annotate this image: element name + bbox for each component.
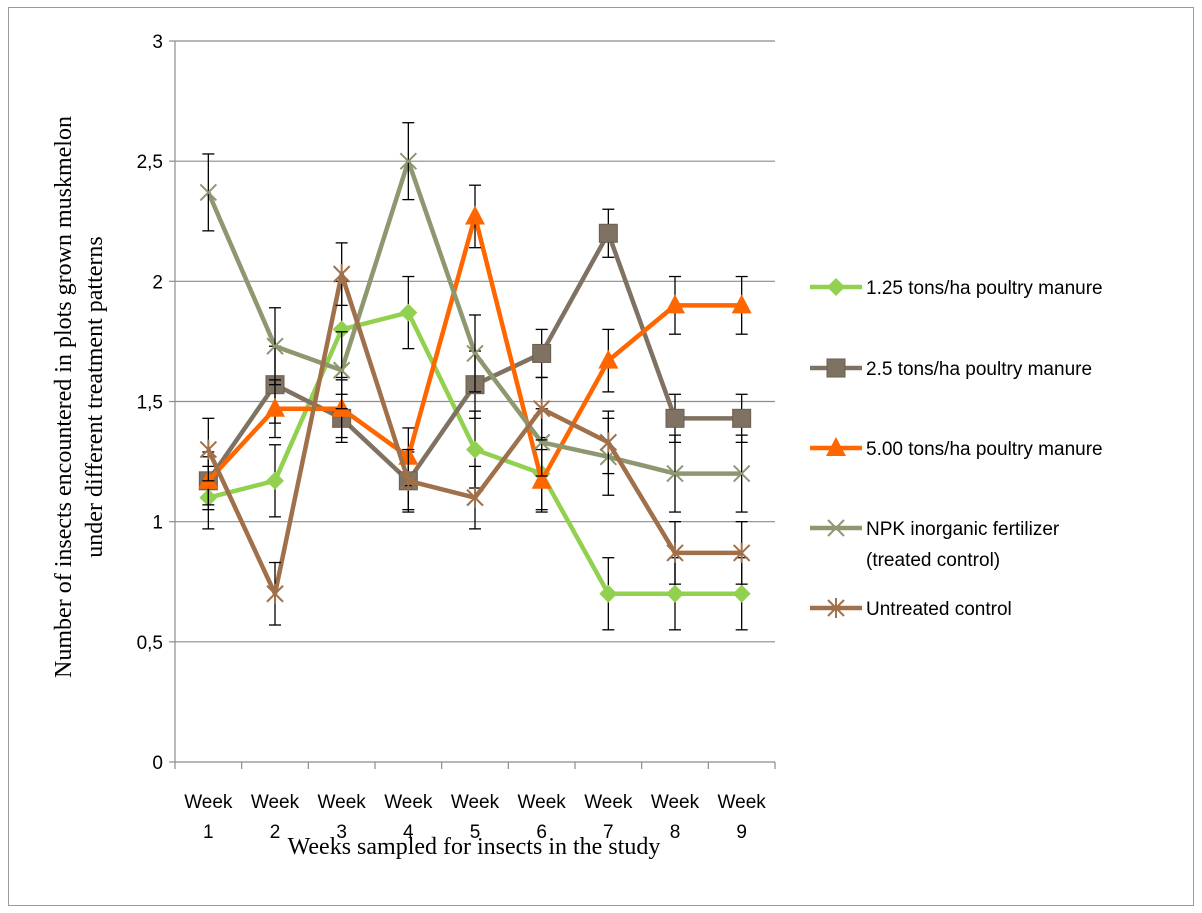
data-point [599,432,618,453]
data-point [399,303,418,322]
data-point [665,294,685,314]
legend-item: Untreated control [810,598,1012,620]
legend-swatch-marker [826,437,846,456]
data-point [332,361,351,379]
x-tick-label-line-1: Week [518,792,567,813]
x-tick-label-line-2: 3 [336,822,347,843]
y-tick-label: 0,5 [137,633,163,654]
y-axis-title-line-1: Number of insects encountered in plots g… [51,116,77,678]
data-point [731,294,752,314]
data-point [732,584,751,603]
x-tick-label-line-1: Week [718,792,767,813]
y-tick-label: 2 [152,272,163,293]
data-point [666,584,684,603]
legend-label: 1.25 tons/ha poultry manure [866,278,1103,299]
data-point [266,337,284,355]
y-tick-label: 3 [152,32,163,53]
legend-item: 2.5 tons/ha poultry manure [810,358,1092,380]
legend-item: 5.00 tons/ha poultry manure [810,437,1103,460]
legend-swatch-marker [826,358,846,378]
data-point [532,433,551,452]
series-group [198,122,752,631]
x-tick-label-line-1: Week [251,792,300,813]
data-point [598,223,618,243]
data-point [598,349,619,369]
y-axis-title-line-2: under different treatment patterns [82,236,108,557]
x-tick-labels: Week 1 Week 2 Week 3 Week 4 Week 5 Week 6 Week 7 Week 8… [184,792,766,843]
x-tick-label-line-2: 6 [536,822,547,843]
data-point [399,470,418,491]
data-point [266,471,284,490]
data-point [199,183,218,202]
axes [169,40,776,769]
data-point [665,408,685,428]
x-tick-label-line-2: 4 [403,822,414,843]
data-point [531,469,552,489]
legend-swatch-marker [827,278,845,296]
y-tick-label: 0 [152,753,163,774]
data-point [666,464,684,483]
data-point [732,542,751,563]
legend-label: NPK inorganic fertilizer [866,519,1060,540]
legend-label: 2.5 tons/ha poultry manure [866,359,1092,380]
legend: 1.25 tons/ha poultry manure 2.5 tons/ha p… [810,278,1103,620]
y-tick-label: 1 [152,513,163,534]
legend-swatch-marker [827,598,845,618]
data-point [532,398,551,419]
legend-item: 1.25 tons/ha poultry manure [810,278,1103,299]
legend-label: (treated control) [866,550,1000,571]
x-tick-label-line-1: Week [584,792,633,813]
legend-label: Untreated control [866,599,1012,620]
data-point [265,397,285,417]
data-point [332,320,351,339]
x-tick-label-line-2: 5 [470,822,481,843]
x-tick-label-line-2: 2 [270,822,281,843]
x-tick-label-line-2: 9 [736,822,747,843]
x-tick-label-line-1: Week [384,792,433,813]
data-point [599,584,618,603]
x-tick-label-line-1: Week [651,792,700,813]
y-tick-label: 2,5 [137,152,163,173]
data-point [332,264,351,285]
data-point [732,408,752,428]
legend-item: NPK inorganic fertilizer (treated control… [810,519,1060,571]
data-point [732,464,751,483]
data-point [266,583,284,604]
series-4 [199,122,751,513]
data-point [465,205,485,225]
x-axis-title: Weeks sampled for insects in the study [288,834,661,860]
data-point [199,439,218,460]
data-point [399,152,418,170]
x-tick-label-line-2: 8 [670,822,681,843]
y-tick-label: 1,5 [137,393,163,414]
y-tick-labels: 0 0,5 1 1,5 2 2,5 3 [137,32,163,774]
data-point [466,440,484,459]
data-point [666,542,684,563]
x-tick-label-line-2: 1 [203,822,214,843]
x-tick-label-line-1: Week [318,792,367,813]
legend-swatch-marker [827,519,845,537]
legend-label: 5.00 tons/ha poultry manure [866,439,1103,460]
x-tick-label-line-2: 7 [603,822,614,843]
data-point [466,344,484,363]
series-5 [199,242,751,626]
x-tick-label-line-1: Week [184,792,233,813]
data-point [532,343,552,363]
x-tick-label-line-1: Week [451,792,500,813]
data-point [466,487,484,508]
